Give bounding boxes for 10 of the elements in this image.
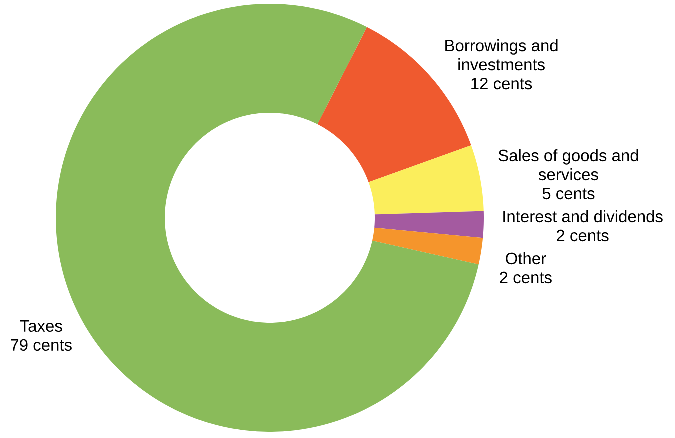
data-label: 12 cents <box>472 78 532 90</box>
data-label: 2 cents <box>557 230 609 242</box>
slice-label: Sales of goods and services <box>498 149 638 181</box>
data-label: 79 cents <box>11 339 72 352</box>
data-label: 2 cents <box>500 272 552 284</box>
slice-label: Other <box>506 252 546 265</box>
data-label: 5 cents <box>542 188 595 200</box>
slice-label: Borrowings and investments <box>446 40 558 71</box>
slice-label: Taxes <box>20 320 62 332</box>
slice-label: Interest and dividends <box>504 210 663 223</box>
